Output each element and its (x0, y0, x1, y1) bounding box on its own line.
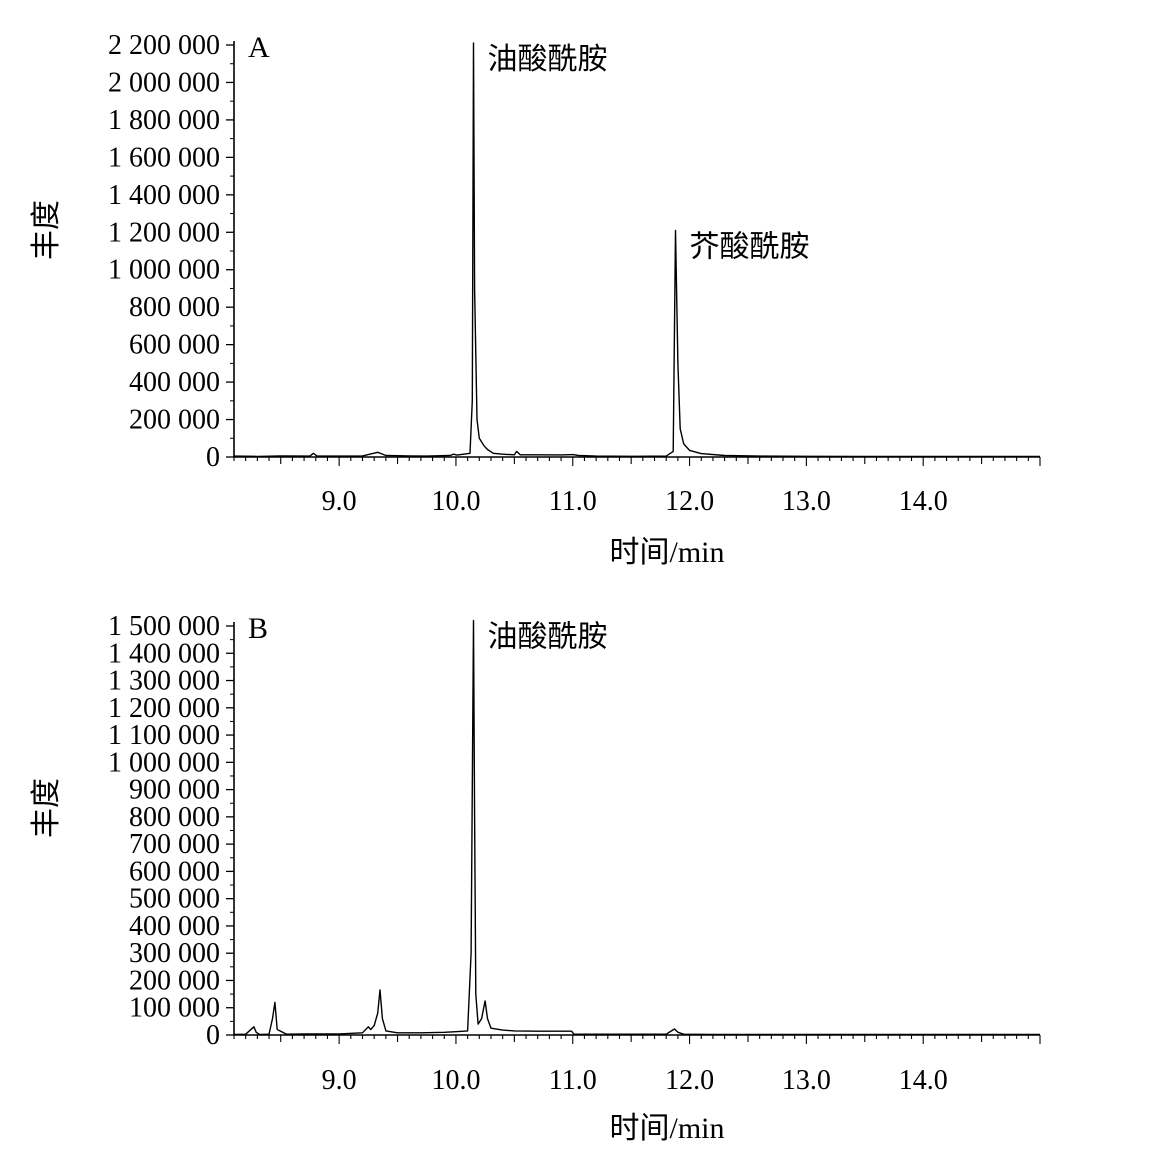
y-tick-label: 1 800 000 (108, 105, 220, 136)
y-tick-label: 700 000 (129, 829, 220, 860)
y-tick-label: 800 000 (129, 802, 220, 833)
x-tick-label: 12.0 (665, 486, 714, 517)
x-tick-label: 11.0 (549, 486, 597, 517)
y-tick-label: 1 200 000 (108, 217, 220, 248)
y-tick-label: 300 000 (129, 938, 220, 969)
x-tick-label: 9.0 (322, 486, 357, 517)
y-tick-label: 1 100 000 (108, 720, 220, 751)
x-tick-label: 12.0 (665, 1065, 714, 1096)
panel-label-b: B (248, 612, 268, 645)
x-tick-label: 10.0 (431, 486, 480, 517)
x-tick-label: 11.0 (549, 1065, 597, 1096)
y-tick-label: 600 000 (129, 856, 220, 887)
y-tick-label: 1 400 000 (108, 638, 220, 669)
peak-annotation: 芥酸酰胺 (690, 230, 810, 263)
y-tick-label: 2 000 000 (108, 67, 220, 98)
y-tick-label: 400 000 (129, 367, 220, 398)
y-tick-label: 1 400 000 (108, 180, 220, 211)
x-tick-label: 13.0 (782, 1065, 831, 1096)
y-axis-label: 丰度 (30, 200, 63, 260)
y-tick-label: 0 (206, 442, 220, 473)
y-tick-label: 1 000 000 (108, 255, 220, 286)
y-tick-label: 200 000 (129, 405, 220, 436)
x-tick-label: 14.0 (899, 486, 948, 517)
y-tick-label: 1 300 000 (108, 666, 220, 697)
x-tick-label: 14.0 (899, 1065, 948, 1096)
y-tick-label: 1 000 000 (108, 747, 220, 778)
x-axis-label: 时间/min (609, 1112, 724, 1145)
y-tick-label: 400 000 (129, 911, 220, 942)
panel-label-a: A (248, 31, 270, 64)
y-tick-label: 2 200 000 (108, 30, 220, 61)
y-tick-label: 200 000 (129, 965, 220, 996)
y-tick-label: 1 500 000 (108, 611, 220, 642)
y-tick-label: 1 200 000 (108, 693, 220, 724)
chromatogram-trace-a (233, 42, 1040, 458)
y-tick-label: 600 000 (129, 330, 220, 361)
x-tick-label: 10.0 (431, 1065, 480, 1096)
y-tick-label: 100 000 (129, 993, 220, 1024)
x-tick-label: 9.0 (322, 1065, 357, 1096)
chromatogram-trace-b (233, 619, 1040, 1036)
x-tick-label: 13.0 (782, 486, 831, 517)
y-axis-label: 丰度 (30, 778, 63, 838)
y-tick-label: 0 (206, 1020, 220, 1051)
y-tick-label: 900 000 (129, 775, 220, 806)
y-tick-label: 1 600 000 (108, 142, 220, 173)
y-tick-label: 500 000 (129, 884, 220, 915)
chart-a: 9.0 10.0 11.0 12.0 13.0 14.0 0 200 000 400 000 60… (30, 30, 1041, 569)
peak-annotation: 油酸酰胺 (487, 43, 607, 76)
x-axis-label: 时间/min (609, 536, 724, 569)
y-tick-label: 800 000 (129, 292, 220, 323)
peak-annotation: 油酸酰胺 (487, 621, 607, 654)
